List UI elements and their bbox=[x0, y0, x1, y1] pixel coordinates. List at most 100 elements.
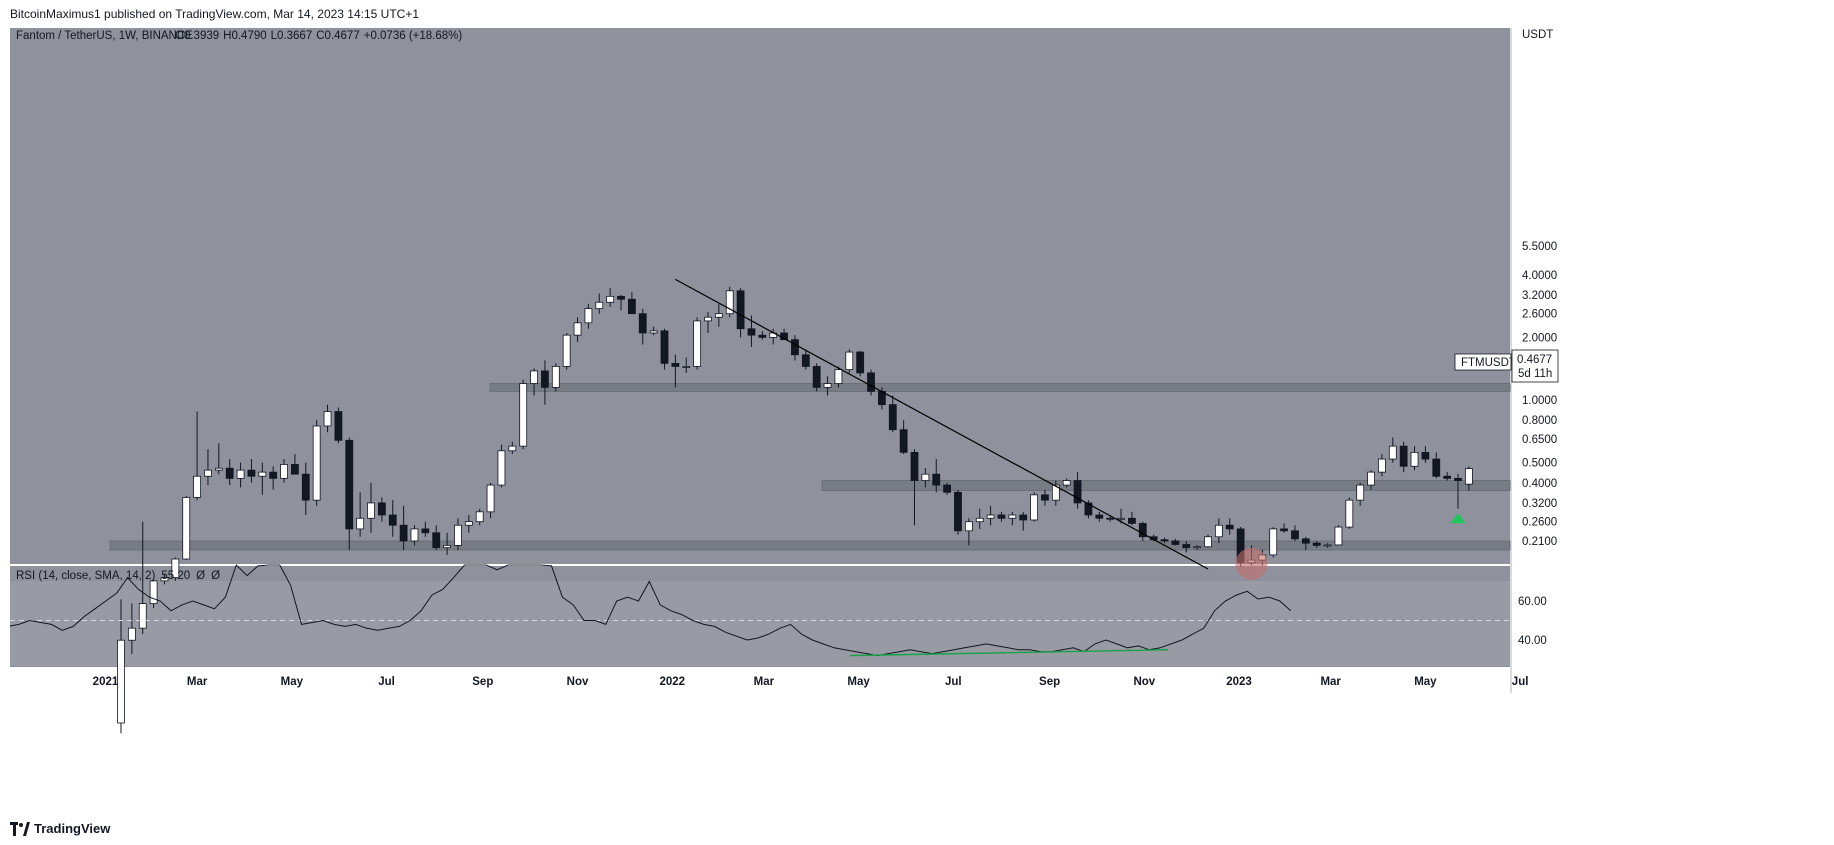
candle-body bbox=[269, 471, 278, 479]
candle-body bbox=[1443, 475, 1452, 479]
chart-legend-ohlc: O0.3939 H0.4790 L0.3667 C0.4677 +0.0736 (+18… bbox=[175, 30, 462, 42]
rsi-layer bbox=[10, 564, 1510, 657]
brand-label: TradingView bbox=[34, 821, 111, 836]
candle-body bbox=[997, 514, 1006, 519]
candle-body bbox=[149, 580, 158, 604]
candle-body bbox=[921, 473, 930, 481]
time-tick-label: May bbox=[281, 676, 304, 688]
candle-body bbox=[1171, 540, 1180, 545]
price-tick-label: 3.2000 bbox=[1522, 290, 1557, 302]
candle-body bbox=[1269, 528, 1278, 556]
candle-body bbox=[1334, 526, 1343, 546]
price-axis-currency: USDT bbox=[1522, 29, 1553, 41]
candle-body bbox=[1084, 502, 1093, 516]
candle-body bbox=[312, 425, 321, 501]
candle-body bbox=[1421, 451, 1430, 460]
candle-body bbox=[464, 521, 473, 526]
candle-body bbox=[954, 491, 962, 532]
candle-body bbox=[649, 330, 658, 334]
candle-body bbox=[888, 404, 897, 431]
candle-body bbox=[964, 521, 973, 532]
candle-body bbox=[508, 445, 517, 452]
time-tick-label: 2021 bbox=[93, 676, 119, 688]
overlay-layer bbox=[675, 278, 1467, 580]
time-tick-label: Jul bbox=[378, 676, 395, 688]
candle-body bbox=[606, 295, 615, 303]
candle-body bbox=[1041, 494, 1049, 501]
price-axis-bg bbox=[1512, 28, 1834, 667]
candle-body bbox=[486, 484, 495, 513]
time-tick-label: Jul bbox=[1512, 676, 1529, 688]
candle-body bbox=[204, 469, 212, 477]
candle-body bbox=[193, 475, 201, 498]
candle-body bbox=[1301, 538, 1310, 544]
candle-body bbox=[573, 322, 582, 336]
time-axis-bg bbox=[10, 667, 1834, 693]
time-tick-label: 2023 bbox=[1226, 676, 1252, 688]
candle-body bbox=[845, 351, 854, 371]
candle-body bbox=[975, 517, 984, 523]
candle-body bbox=[1454, 477, 1462, 481]
candle-body bbox=[388, 514, 397, 526]
time-tick-label: Mar bbox=[187, 676, 208, 688]
price-tick-label: 0.5000 bbox=[1522, 458, 1557, 470]
candle-body bbox=[899, 429, 908, 453]
time-ticks: 2021 Mar May Jul Sep Nov 2022 Mar May Jul Sep Nov 20… bbox=[93, 676, 1529, 688]
time-tick-label: Sep bbox=[472, 676, 493, 688]
candle-body bbox=[497, 450, 506, 486]
candle-body bbox=[334, 411, 343, 441]
candle-body bbox=[1464, 468, 1473, 485]
candle-body bbox=[1095, 514, 1104, 519]
price-tick-label: 0.8000 bbox=[1522, 415, 1557, 427]
candle-body bbox=[867, 372, 875, 392]
candles-layer bbox=[117, 286, 1473, 734]
support-zone-2 bbox=[109, 540, 1511, 551]
current-price-countdown: 5d 11h bbox=[1518, 368, 1552, 380]
candle-body bbox=[1225, 524, 1234, 530]
candle-body bbox=[595, 301, 604, 310]
candle-body bbox=[693, 320, 702, 367]
candle-body bbox=[1432, 458, 1441, 477]
price-tick-label: 0.3200 bbox=[1522, 498, 1557, 510]
candle-body bbox=[682, 366, 691, 368]
candle-body bbox=[660, 330, 669, 364]
publisher-bar: BitcoinMaximus1 published on TradingView… bbox=[0, 0, 1834, 28]
bottom-highlight-circle bbox=[1235, 547, 1268, 580]
time-tick-label: Nov bbox=[567, 676, 589, 688]
candle-body bbox=[421, 528, 430, 534]
current-price-symbol: FTMUSDT bbox=[1461, 357, 1516, 369]
candle-body bbox=[1062, 480, 1071, 486]
candle-body bbox=[160, 577, 169, 582]
candle-body bbox=[301, 473, 310, 501]
candle-body bbox=[943, 484, 952, 493]
rsi-line bbox=[10, 564, 1292, 657]
candle-body bbox=[1323, 544, 1332, 547]
rsi-divergence-line bbox=[849, 649, 1169, 657]
candle-body bbox=[182, 497, 191, 560]
price-tick-label: 2.6000 bbox=[1522, 309, 1557, 321]
price-tick-label: 0.6500 bbox=[1522, 434, 1557, 446]
chart-legend-symbol: Fantom / TetherUS, 1W, BINANCE bbox=[16, 30, 193, 42]
candle-body bbox=[1138, 523, 1147, 538]
candle-body bbox=[1280, 528, 1288, 532]
candle-body bbox=[291, 464, 299, 475]
price-tick-label: 0.2100 bbox=[1522, 536, 1557, 548]
candle-body bbox=[856, 351, 865, 374]
candle-body bbox=[1117, 517, 1125, 520]
time-tick-label: May bbox=[1414, 676, 1437, 688]
time-tick-label: Jul bbox=[945, 676, 962, 688]
candle-body bbox=[247, 469, 256, 477]
candle-body bbox=[834, 369, 843, 384]
candle-body bbox=[725, 290, 734, 315]
price-chart[interactable]: 5.50004.00003.20002.60002.00001.60001.30… bbox=[10, 28, 1834, 812]
candle-body bbox=[1128, 517, 1136, 524]
candle-body bbox=[367, 502, 375, 519]
price-tick-label: 4.0000 bbox=[1522, 270, 1557, 282]
candle-body bbox=[1204, 536, 1212, 548]
price-tick-label: 1.0000 bbox=[1522, 395, 1557, 407]
descending-trendline bbox=[675, 278, 1209, 570]
candle-body bbox=[1030, 494, 1038, 521]
candle-body bbox=[530, 370, 538, 384]
candle-body bbox=[1291, 530, 1299, 540]
time-tick-label: Sep bbox=[1039, 676, 1060, 688]
